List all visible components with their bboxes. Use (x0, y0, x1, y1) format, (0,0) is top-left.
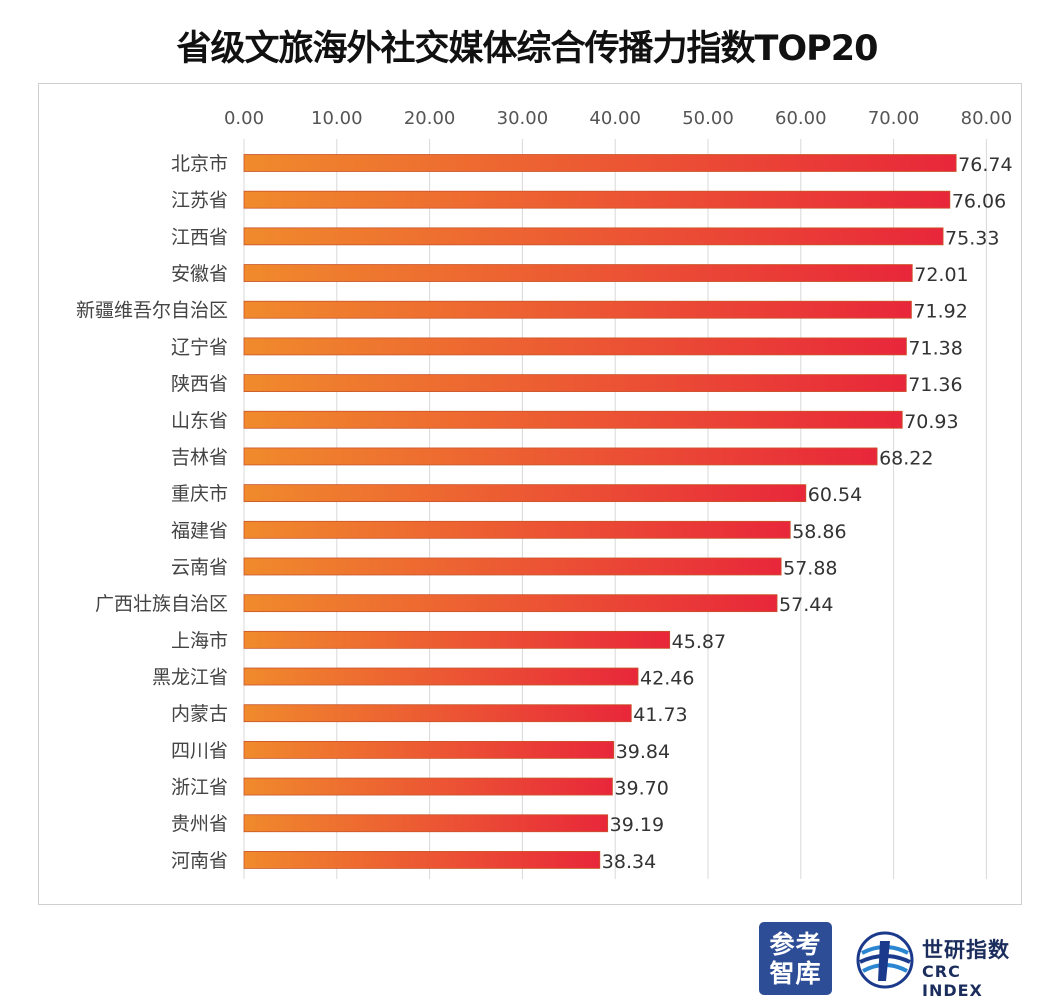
data-label: 71.36 (908, 374, 962, 396)
x-tick-label: 60.00 (775, 108, 827, 129)
data-label: 71.92 (913, 301, 967, 323)
bar (243, 594, 778, 613)
category-label: 广西壮族自治区 (95, 593, 228, 615)
data-label: 57.88 (783, 557, 837, 579)
category-label: 吉林省 (171, 446, 228, 468)
category-label: 四川省 (171, 740, 228, 762)
x-tick-label: 0.00 (224, 108, 264, 129)
category-label: 黑龙江省 (152, 667, 228, 689)
x-tick-label: 10.00 (311, 108, 363, 129)
data-label: 39.19 (610, 814, 664, 836)
x-tick-label: 70.00 (868, 108, 920, 129)
x-tick-label: 80.00 (961, 108, 1013, 129)
x-tick-label: 30.00 (497, 108, 549, 129)
bar (243, 814, 609, 833)
globe-icon (856, 931, 914, 989)
bar (243, 374, 907, 392)
category-label: 云南省 (171, 556, 228, 578)
logo-text-line-2: 智库 (769, 958, 822, 988)
category-label: 江苏省 (171, 190, 228, 212)
category-label: 福建省 (171, 520, 228, 542)
bar (243, 520, 791, 539)
logo-text-line-1: 参考 (769, 929, 822, 959)
bar (243, 190, 951, 209)
category-label: 江西省 (171, 226, 228, 248)
data-label: 76.74 (958, 154, 1012, 176)
category-label: 陕西省 (171, 373, 228, 395)
x-tick-label: 20.00 (404, 108, 456, 129)
data-label: 70.93 (904, 411, 958, 433)
bar-chart: 0.00 10.00 20.00 30.00 40.00 50.00 60.00 70.00 8… (76, 108, 1013, 879)
bar (243, 227, 944, 246)
data-label: 39.70 (614, 778, 668, 800)
data-label: 38.34 (602, 851, 656, 873)
data-label: 41.73 (633, 704, 687, 726)
data-label: 71.38 (908, 337, 962, 359)
cankao-zhiku-logo: 参考 智库 (759, 922, 832, 995)
data-label: 75.33 (945, 227, 999, 249)
category-label: 山东省 (171, 410, 228, 432)
crc-index-logo: 世研指数 CRC INDEX (856, 928, 1026, 1000)
x-tick-label: 40.00 (589, 108, 641, 129)
category-label: 上海市 (171, 630, 228, 652)
bar (243, 447, 878, 466)
plot-area: 0.00 10.00 20.00 30.00 40.00 50.00 60.00 70.00 8… (38, 83, 1022, 905)
chart-title: 省级文旅海外社交媒体综合传播力指数TOP20 (176, 29, 879, 69)
x-tick-label: 50.00 (682, 108, 734, 129)
bar (243, 704, 632, 723)
data-label: 68.22 (879, 447, 933, 469)
bar (243, 851, 601, 869)
category-label: 北京市 (171, 153, 228, 175)
bar (243, 667, 639, 686)
category-label: 重庆市 (171, 483, 228, 505)
category-label: 河南省 (171, 850, 228, 872)
data-label: 58.86 (792, 521, 846, 543)
category-label: 内蒙古 (171, 703, 228, 725)
data-label: 57.44 (779, 594, 833, 616)
data-label: 60.54 (808, 484, 862, 506)
bar (243, 264, 913, 282)
data-label: 76.06 (952, 191, 1006, 213)
bar (243, 300, 912, 319)
bar (243, 484, 807, 503)
bar (243, 557, 782, 576)
bar (243, 630, 671, 649)
bar (243, 740, 615, 759)
bar (243, 337, 907, 356)
data-label: 72.01 (914, 264, 968, 286)
category-label: 新疆维吾尔自治区 (76, 300, 228, 322)
category-label: 贵州省 (171, 813, 228, 835)
crc-subtitle: CRC INDEX (922, 962, 983, 1000)
category-label: 浙江省 (171, 777, 228, 799)
bar (243, 154, 957, 172)
data-label: 42.46 (640, 668, 694, 690)
bar (243, 410, 903, 429)
category-label: 安徽省 (171, 263, 228, 285)
category-label: 辽宁省 (171, 336, 228, 358)
data-label: 45.87 (672, 631, 726, 653)
crc-name: 世研指数 (922, 938, 1010, 962)
data-label: 39.84 (616, 741, 670, 763)
bar (243, 777, 613, 796)
